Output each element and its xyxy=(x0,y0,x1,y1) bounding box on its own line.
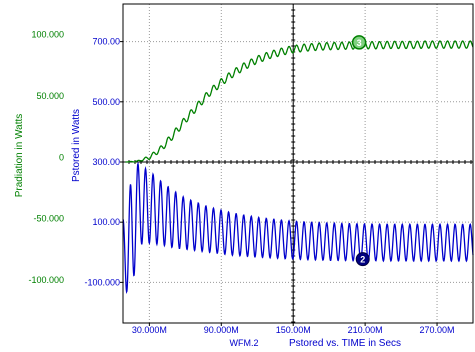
x-tick-label: 90.000M xyxy=(204,325,239,335)
y-inner-tick-label: 100.00 xyxy=(92,217,120,227)
marker-2-circle xyxy=(355,252,370,267)
series-layer xyxy=(122,40,474,294)
y-outer-tick-label: 0 xyxy=(59,152,64,162)
grid xyxy=(123,4,473,323)
x-tick-label: 210.00M xyxy=(348,325,383,335)
plot-frame xyxy=(122,3,474,324)
y-outer-tick-label: -100.000 xyxy=(28,275,64,285)
y-inner-tick-label: 700.00 xyxy=(92,37,120,47)
y-inner-tick-label: 300.00 xyxy=(92,157,120,167)
marker-3-circle xyxy=(351,35,367,50)
series-pstored-line xyxy=(122,161,474,294)
y-outer-tick-label: 100.000 xyxy=(31,30,64,40)
y-outer-tick-label: 50.000 xyxy=(36,91,64,101)
marker-2-label: 2 xyxy=(360,255,365,265)
crosshair xyxy=(122,3,473,323)
x-axis-label: Pstored vs. TIME in Secs xyxy=(289,338,401,349)
x-axis-series-label: WFM.2 xyxy=(230,338,259,348)
x-tick-label: 270.00M xyxy=(420,325,455,335)
ticks-layer: 30.000M 90.000M 150.00M 210.00M 270.00M 100.0… xyxy=(28,30,454,335)
y-inner-tick-label: -100.000 xyxy=(84,277,120,287)
y-outer-tick-label: -50.000 xyxy=(33,214,64,224)
y-axis-label-pradiation: Pradiation in Watts xyxy=(14,114,25,198)
x-tick-label: 150.00M xyxy=(276,325,311,335)
y-axis-label-pstored: Pstored in Watts xyxy=(71,109,82,182)
markers-layer: 32 xyxy=(351,35,370,267)
marker-3-label: 3 xyxy=(357,38,362,48)
x-tick-label: 30.000M xyxy=(132,325,167,335)
series-pradiation-line xyxy=(125,40,474,163)
y-inner-tick-label: 500.00 xyxy=(92,97,120,107)
